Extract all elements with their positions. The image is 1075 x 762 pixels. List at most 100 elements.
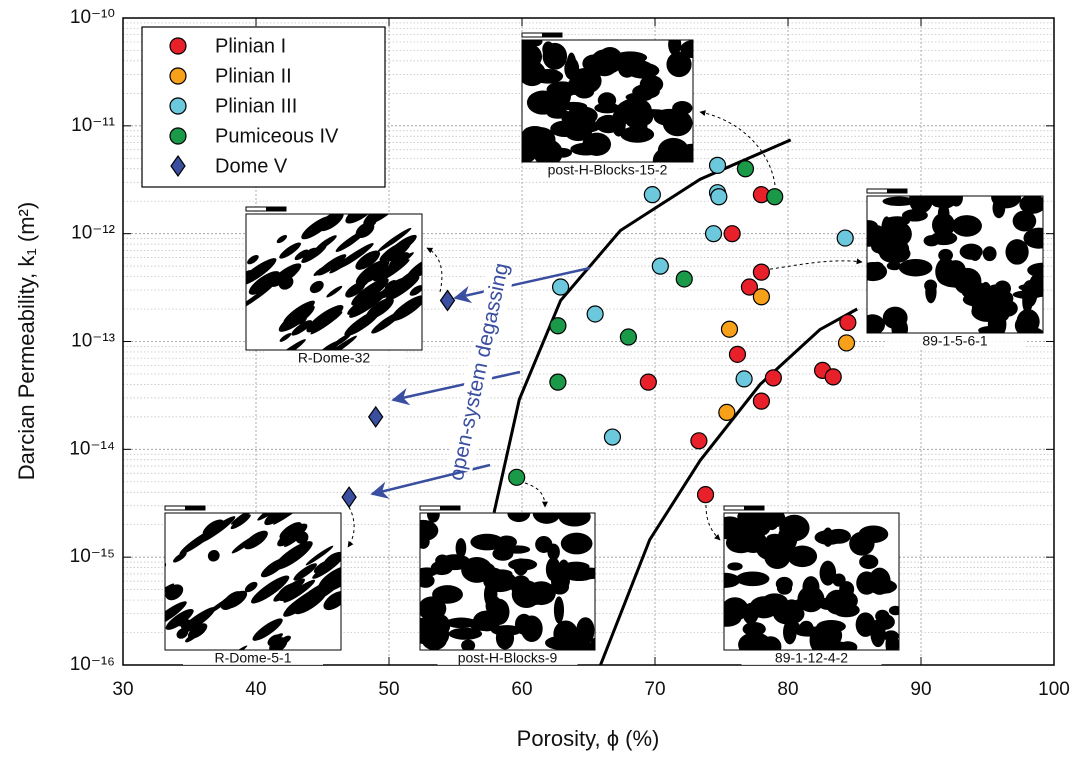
pore: [248, 259, 276, 279]
inset-label: 89-1-12-4-2: [775, 650, 848, 666]
pore: [316, 340, 341, 350]
pore: [329, 245, 369, 274]
data-point: [824, 368, 842, 386]
legend-label: Pumiceous IV: [215, 125, 339, 147]
pore: [558, 513, 591, 527]
inset: 89-1-5-6-1: [866, 188, 1044, 349]
pore: [938, 248, 953, 262]
data-point: [696, 486, 715, 504]
arrows: [347, 110, 863, 548]
pore: [564, 57, 580, 80]
data-point: [766, 188, 784, 206]
pore: [470, 533, 504, 551]
pore: [378, 277, 407, 299]
pore: [305, 545, 334, 566]
inset-pointer: [763, 258, 863, 271]
inset-texture: [867, 196, 1043, 333]
pore: [925, 280, 937, 304]
inset-label: 89-1-5-6-1: [922, 333, 988, 349]
data-point: [643, 186, 661, 204]
legend-label: Dome V: [215, 155, 288, 177]
plot-frame: [122, 17, 1055, 666]
pore: [556, 84, 572, 107]
pore: [279, 522, 302, 540]
pore: [220, 596, 237, 610]
pore: [243, 530, 268, 550]
pore: [731, 532, 745, 553]
pore: [522, 59, 543, 77]
pore: [590, 49, 619, 77]
x-tick-label: 100: [1038, 679, 1070, 700]
pore: [279, 242, 301, 259]
data-point: [720, 320, 739, 338]
y-tick-label: 10⁻¹⁰: [70, 7, 115, 28]
degassing-arrow: [453, 266, 591, 304]
pore: [724, 597, 749, 621]
pore: [530, 40, 543, 47]
pore: [492, 546, 514, 561]
scale-bar: [887, 189, 907, 193]
pore: [455, 538, 467, 559]
pore: [511, 584, 545, 595]
inset-label: R-Dome-5-1: [214, 650, 291, 666]
inset-label-bg: [437, 651, 578, 665]
pore: [1023, 227, 1043, 249]
pore: [522, 591, 545, 606]
pore: [761, 593, 789, 612]
data-point: [836, 229, 854, 247]
pore: [992, 197, 1006, 219]
pore: [1016, 309, 1040, 333]
inset-label: post-H-Blocks-9: [458, 650, 558, 666]
inset: R-Dome-5-1: [129, 477, 342, 666]
pore: [891, 318, 909, 333]
pore: [363, 214, 402, 226]
pore: [620, 126, 655, 143]
pore: [180, 619, 192, 630]
inset-label: post-H-Blocks-15-2: [548, 162, 668, 178]
pore: [666, 51, 692, 78]
data-point: [764, 369, 782, 387]
pore: [870, 619, 886, 648]
pore: [941, 276, 975, 288]
pore: [306, 305, 344, 333]
data-point: [752, 288, 771, 306]
pore: [355, 259, 390, 285]
scale-bar: [266, 207, 286, 211]
pore: [668, 40, 682, 56]
pore: [735, 571, 770, 587]
pore: [867, 261, 888, 282]
pore: [557, 559, 571, 583]
pore: [278, 276, 294, 290]
data-point: [728, 345, 747, 363]
pore: [129, 567, 162, 593]
pore: [321, 335, 358, 350]
y-axis-title: Darcian Permeability, k₁ (m²): [14, 202, 39, 480]
legend-marker: [169, 37, 187, 55]
pore: [323, 590, 341, 611]
pore: [291, 320, 313, 336]
pore: [351, 278, 389, 306]
pore: [324, 185, 353, 211]
pore: [325, 568, 341, 592]
pore: [1012, 210, 1037, 232]
inset-texture: [420, 513, 595, 650]
pore: [532, 513, 561, 524]
pore: [652, 147, 681, 162]
pore: [776, 581, 793, 595]
pore: [574, 567, 595, 580]
scale-bar: [440, 506, 460, 510]
y-tick-label: 10⁻¹³: [71, 331, 115, 352]
model-curve: [492, 138, 792, 513]
pore: [461, 639, 476, 650]
pore: [244, 581, 258, 593]
inset-label-bg: [183, 651, 323, 665]
inset-label-bg: [537, 163, 678, 177]
pore: [555, 627, 590, 650]
pore: [1018, 283, 1043, 292]
pore: [514, 613, 533, 635]
pore: [248, 477, 283, 505]
data-point: [723, 225, 741, 243]
pore: [272, 339, 306, 350]
pore: [248, 271, 280, 295]
inset-label-bg: [885, 334, 1025, 348]
